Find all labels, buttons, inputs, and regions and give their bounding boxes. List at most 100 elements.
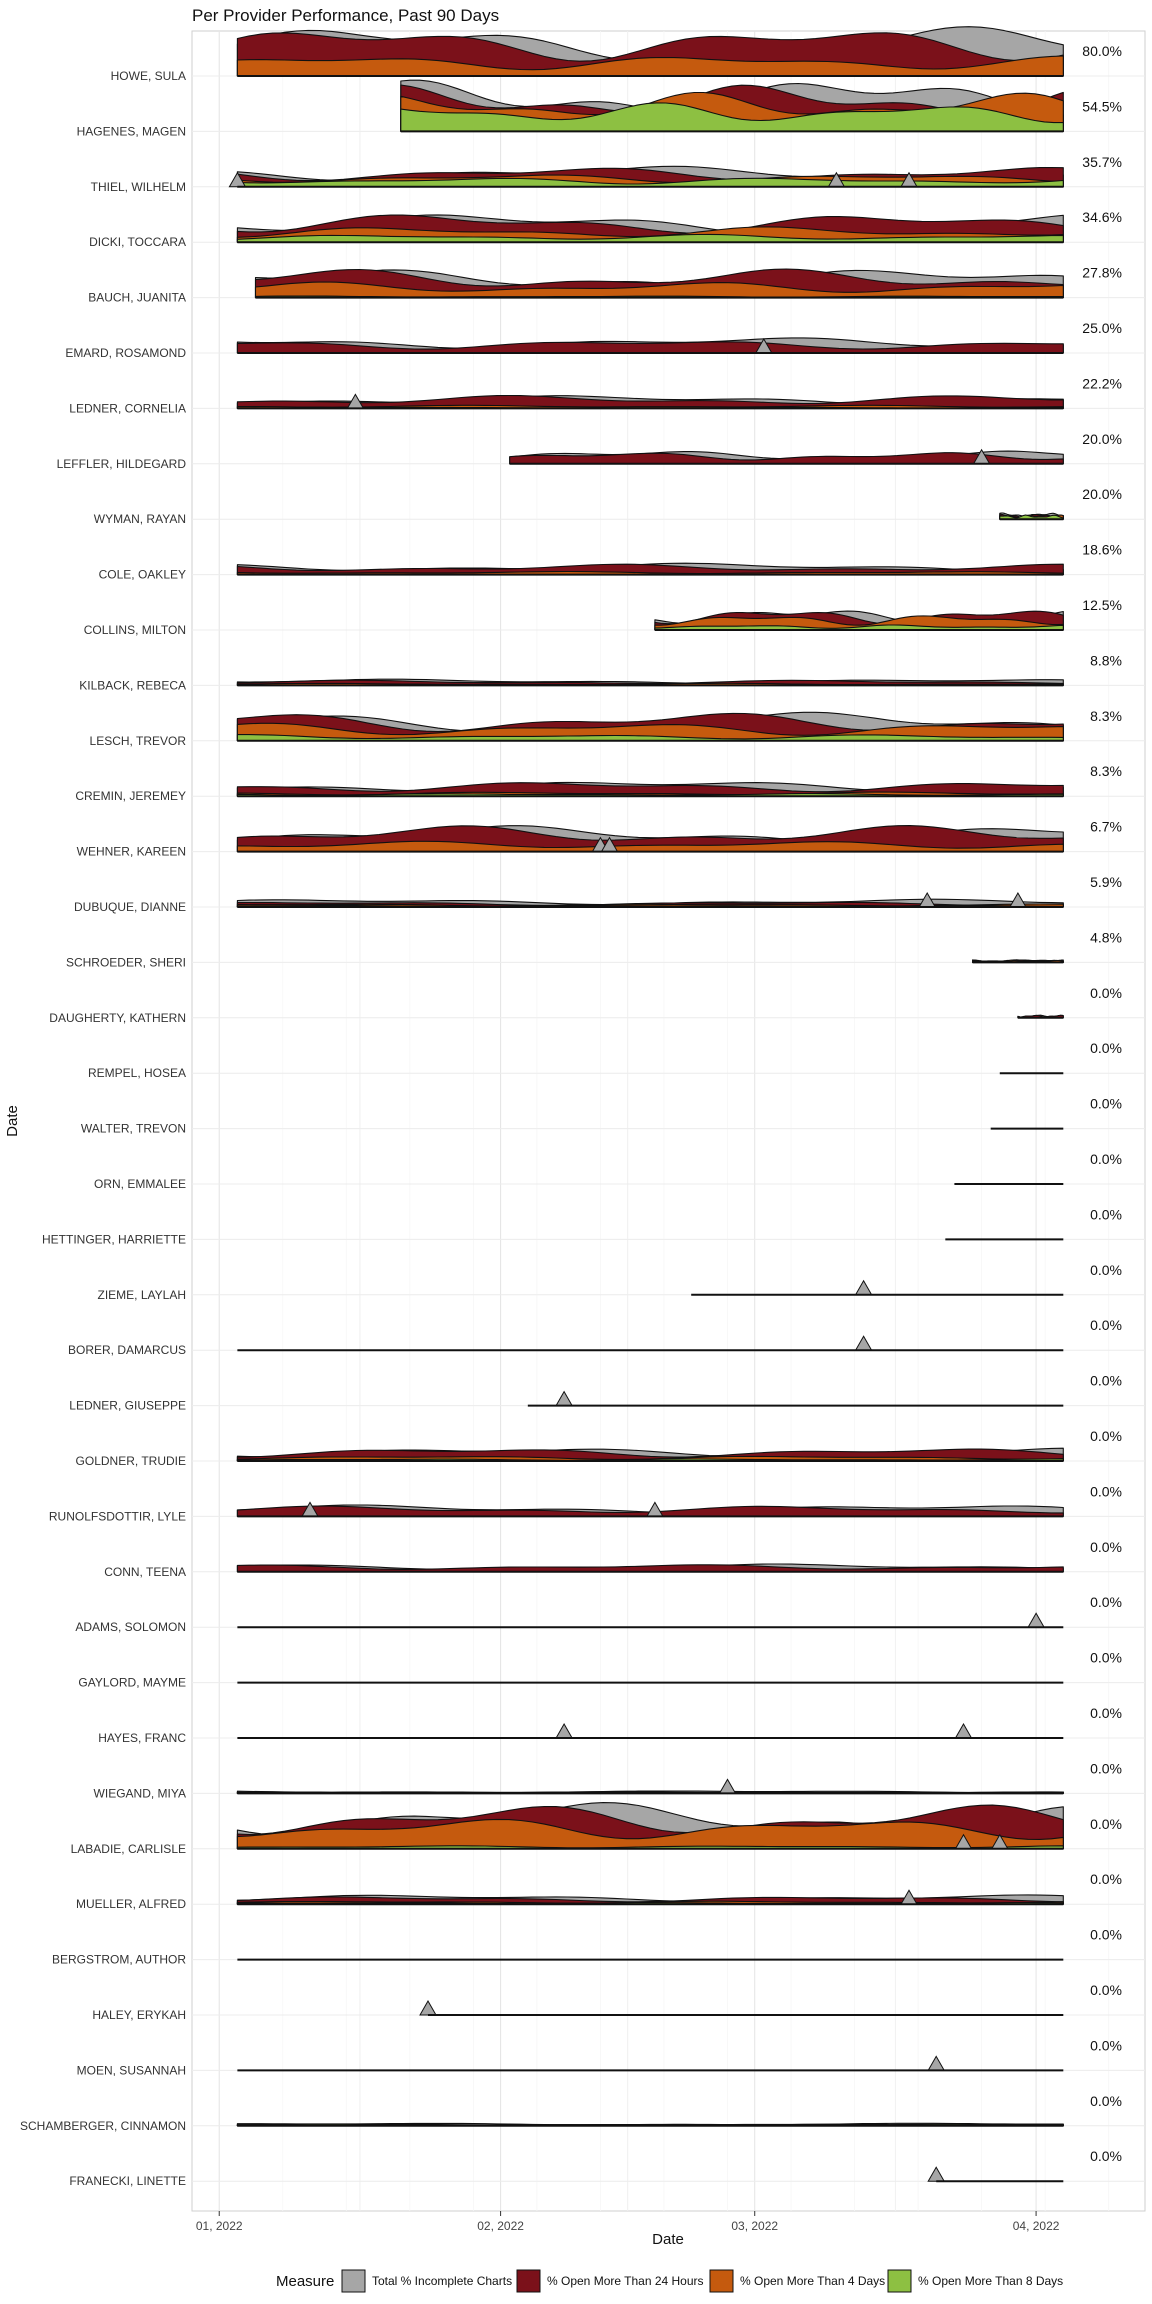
provider-ridge (236, 825, 1064, 853)
area-d8 (236, 233, 1064, 243)
provider-name-label: ZIEME, LAYLAH (98, 1288, 186, 1302)
provider-name-label: EMARD, ROSAMOND (65, 346, 186, 360)
incomplete-spike (927, 2166, 946, 2182)
legend-label-incomplete: Total % Incomplete Charts (372, 2274, 512, 2288)
provider-name-label: LEDNER, GIUSEPPE (69, 1399, 186, 1413)
provider-name-label: CONN, TEENA (104, 1565, 186, 1579)
provider-name-label: WYMAN, RAYAN (94, 512, 186, 526)
provider-name-label: LEDNER, CORNELIA (69, 401, 186, 415)
provider-ridge (400, 79, 1064, 133)
legend-label-d4: % Open More Than 4 Days (740, 2274, 885, 2288)
x-tick-label: 02, 2022 (477, 2219, 524, 2233)
provider-name-label: ADAMS, SOLOMON (75, 1620, 186, 1634)
provider-ridge (509, 448, 1064, 465)
provider-percentage-label: 0.0% (1090, 985, 1122, 1001)
provider-percentage-label: 0.0% (1090, 1096, 1122, 1112)
provider-name-label: BAUCH, JUANITA (88, 291, 186, 305)
provider-ridge (236, 26, 1064, 77)
y-axis-title: Date (4, 1105, 21, 1137)
provider-percentage-label: 0.0% (1090, 1705, 1122, 1721)
provider-percentage-label: 0.0% (1090, 1262, 1122, 1278)
provider-percentage-label: 35.7% (1082, 154, 1122, 170)
provider-name-label: HAGENES, MAGEN (77, 124, 186, 138)
x-tick-layer: 01, 2022 02, 2022 03, 2022 04, 2022 (196, 2211, 1060, 2233)
provider-name-label: WIEGAND, MIYA (94, 1786, 186, 1800)
provider-ridge (236, 393, 1064, 410)
provider-percentage-label: 8.3% (1090, 708, 1122, 724)
provider-ridge (236, 562, 1064, 576)
provider-percentage-label: 20.0% (1082, 431, 1122, 447)
provider-percentage-label: 22.2% (1082, 375, 1122, 391)
provider-name-label: THIEL, WILHELM (91, 180, 186, 194)
provider-percentage-label: 20.0% (1082, 486, 1122, 502)
legend-swatch-h24 (516, 2269, 541, 2293)
provider-ridge (691, 1279, 1064, 1296)
provider-name-label: HETTINGER, HARRIETTE (42, 1232, 186, 1246)
provider-name-label: GOLDNER, TRUDIE (76, 1454, 186, 1468)
provider-percentage-label: 0.0% (1090, 1871, 1122, 1887)
provider-percentage-label: 0.0% (1090, 1428, 1122, 1444)
provider-percentage-label: 0.0% (1090, 1317, 1122, 1333)
area-d8 (999, 514, 1064, 520)
provider-ridge (236, 711, 1064, 742)
provider-name-label: REMPEL, HOSEA (88, 1066, 186, 1080)
provider-percentage-label: 0.0% (1090, 1040, 1122, 1056)
area-d8 (400, 102, 1064, 132)
legend-swatch-d8 (887, 2269, 912, 2293)
provider-name-label: HAYES, FRANC (98, 1731, 186, 1745)
provider-ridge (999, 512, 1064, 521)
provider-ridge (236, 1778, 1064, 1795)
provider-percentage-label: 8.3% (1090, 763, 1122, 779)
area-h24 (236, 1564, 1064, 1573)
provider-ridge (237, 1612, 1064, 1629)
provider-ridge (419, 1999, 1064, 2016)
legend-label-d8: % Open More Than 8 Days (918, 2274, 1063, 2288)
provider-percentage-label: 80.0% (1082, 43, 1122, 59)
provider-name-label: LEFFLER, HILDEGARD (57, 457, 187, 471)
plot-panel-border (191, 30, 1146, 2212)
area-h24 (254, 268, 1064, 299)
provider-name-label: DICKI, TOCCARA (89, 235, 186, 249)
provider-ridge (1017, 1014, 1064, 1019)
provider-ridge (972, 959, 1064, 964)
legend-swatch-d4 (709, 2269, 734, 2293)
provider-percentage-label: 0.0% (1090, 1151, 1122, 1167)
provider-percentage-label: 18.6% (1082, 542, 1122, 558)
provider-ridge (236, 678, 1064, 687)
legend-label-h24: % Open More Than 24 Hours (547, 2274, 704, 2288)
x-axis-title: Date (652, 2231, 684, 2248)
x-tick-label: 03, 2022 (731, 2219, 778, 2233)
provider-ridge (527, 1390, 1064, 1407)
provider-label-layer: HOWE, SULA HAGENES, MAGEN THIEL, WILHELM DI… (20, 69, 186, 2188)
provider-percentage-label: 0.0% (1090, 1483, 1122, 1499)
provider-percentage-label: 0.0% (1090, 1594, 1122, 1610)
provider-name-label: COLLINS, MILTON (84, 623, 186, 637)
provider-ridge (236, 1889, 1064, 1906)
provider-percentage-label: 0.0% (1090, 1206, 1122, 1222)
provider-name-label: ORN, EMMALEE (94, 1177, 186, 1191)
area-d4 (236, 55, 1064, 77)
provider-percentage-label: 0.0% (1090, 1927, 1122, 1943)
provider-percentage-label: 0.0% (1090, 1373, 1122, 1389)
provider-percentage-label: 0.0% (1090, 1539, 1122, 1555)
legend-title: Measure (276, 2273, 334, 2290)
provider-name-label: FRANECKI, LINETTE (69, 2174, 186, 2188)
provider-ridge (927, 2166, 1064, 2183)
x-tick-label: 01, 2022 (196, 2219, 243, 2233)
provider-percentage-label: 0.0% (1090, 1650, 1122, 1666)
provider-ridge (237, 1722, 1064, 1739)
legend: Measure Total % Incomplete Charts % Open M… (276, 2269, 1063, 2293)
provider-name-label: CREMIN, JEREMEY (75, 789, 186, 803)
provider-percentage-label: 27.8% (1082, 265, 1122, 281)
provider-ridge (654, 610, 1064, 631)
provider-name-label: COLE, OAKLEY (99, 568, 186, 582)
provider-name-label: LESCH, TREVOR (90, 734, 187, 748)
area-d8 (236, 734, 1064, 742)
provider-ridge (236, 337, 1064, 354)
area-d8 (236, 177, 1064, 188)
provider-name-label: DAUGHERTY, KATHERN (49, 1011, 186, 1025)
provider-percentage-label: 12.5% (1082, 597, 1122, 613)
area-d4 (236, 840, 1064, 853)
